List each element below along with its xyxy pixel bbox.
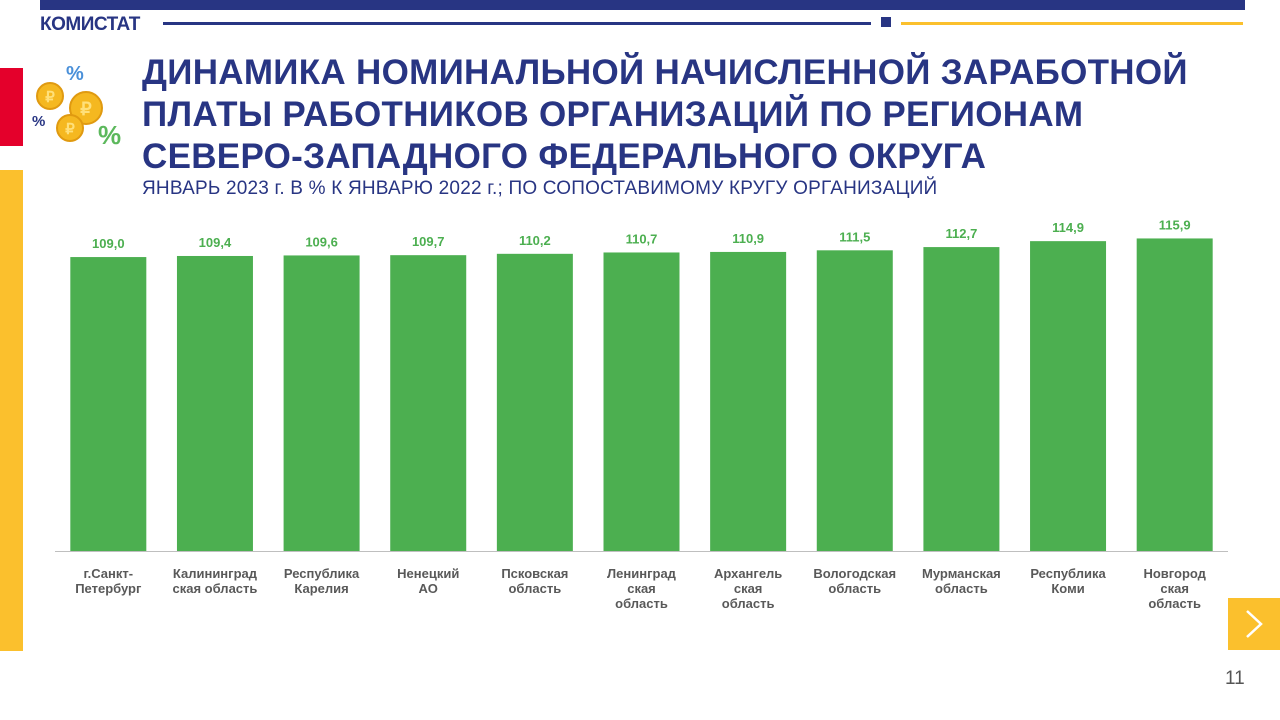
x-tick-label: Псковская bbox=[501, 566, 568, 581]
svg-text:₽: ₽ bbox=[45, 89, 55, 106]
x-tick-label: область bbox=[1148, 596, 1201, 611]
x-tick-label: Республика bbox=[284, 566, 360, 581]
bar-value-label: 110,9 bbox=[732, 231, 764, 246]
x-tick-label: область bbox=[722, 596, 775, 611]
bar-value-label: 111,5 bbox=[839, 229, 870, 244]
bar-value-label: 114,9 bbox=[1052, 220, 1084, 235]
chart-bar bbox=[923, 247, 1000, 551]
chart-bar bbox=[176, 255, 253, 551]
brand-label: КОМИСТАТ bbox=[40, 14, 140, 35]
header-line-yellow bbox=[901, 22, 1243, 25]
chevron-right-icon bbox=[1246, 610, 1263, 638]
page-subtitle: ЯНВАРЬ 2023 г. В % К ЯНВАРЮ 2022 г.; ПО … bbox=[142, 178, 938, 199]
coins-percent-icon: % ₽ ₽ ₽ % % bbox=[28, 58, 128, 150]
svg-text:₽: ₽ bbox=[65, 121, 75, 138]
header-square bbox=[881, 17, 891, 27]
x-tick-label: Калининград bbox=[173, 566, 258, 581]
chart-bar bbox=[496, 253, 573, 552]
top-bar bbox=[40, 0, 1245, 10]
x-tick-label: область bbox=[508, 581, 561, 596]
chart-bar bbox=[816, 250, 893, 552]
x-tick-label: Вологодская bbox=[813, 566, 896, 581]
x-tick-label: Республика bbox=[1030, 566, 1106, 581]
x-tick-label: Архангель bbox=[714, 566, 782, 581]
x-tick-label: АО bbox=[419, 581, 438, 596]
x-tick-label: ская bbox=[627, 581, 656, 596]
x-tick-label: г.Санкт- bbox=[84, 566, 134, 581]
x-tick-label: ская bbox=[1160, 581, 1189, 596]
svg-text:%: % bbox=[98, 120, 121, 150]
chart-bar bbox=[1136, 238, 1213, 551]
side-accent-red bbox=[0, 68, 23, 146]
bar-value-label: 109,6 bbox=[305, 234, 338, 249]
svg-text:%: % bbox=[32, 113, 45, 130]
chart-bar bbox=[603, 252, 680, 551]
x-tick-label: ская bbox=[734, 581, 763, 596]
side-accent-yellow bbox=[0, 170, 23, 651]
x-tick-label: область bbox=[615, 596, 668, 611]
next-slide-button[interactable] bbox=[1228, 598, 1280, 650]
chart-bar bbox=[283, 255, 360, 552]
x-tick-label: ская область bbox=[173, 581, 258, 596]
bar-value-label: 115,9 bbox=[1159, 217, 1191, 232]
x-tick-label: область bbox=[828, 581, 881, 596]
bar-value-label: 109,0 bbox=[92, 236, 125, 251]
bar-value-label: 110,7 bbox=[626, 231, 658, 246]
title-line: ДИНАМИКА НОМИНАЛЬНОЙ НАЧИСЛЕННОЙ ЗАРАБОТ… bbox=[142, 53, 1188, 92]
x-tick-label: Ленинград bbox=[607, 566, 677, 581]
x-tick-label: область bbox=[935, 581, 988, 596]
x-tick-label: Петербург bbox=[75, 581, 142, 596]
svg-text:₽: ₽ bbox=[80, 99, 92, 119]
x-tick-label: Новгород bbox=[1143, 566, 1206, 581]
chart-bar bbox=[1030, 241, 1107, 551]
title-line: СЕВЕРО-ЗАПАДНОГО ФЕДЕРАЛЬНОГО ОКРУГА bbox=[142, 137, 987, 176]
chart-bar bbox=[710, 251, 787, 552]
x-tick-label: Карелия bbox=[294, 581, 348, 596]
header-line-blue bbox=[163, 22, 871, 25]
x-tick-label: Коми bbox=[1051, 581, 1084, 596]
x-tick-label: Ненецкий bbox=[397, 566, 459, 581]
bar-value-label: 109,4 bbox=[199, 235, 232, 250]
bar-value-label: 110,2 bbox=[519, 233, 551, 248]
bar-value-label: 112,7 bbox=[945, 226, 977, 241]
title-line: ПЛАТЫ РАБОТНИКОВ ОРГАНИЗАЦИЙ ПО РЕГИОНАМ bbox=[142, 95, 1084, 134]
svg-text:%: % bbox=[66, 63, 84, 85]
bar-value-label: 109,7 bbox=[412, 234, 445, 249]
page-number: 11 bbox=[1225, 668, 1245, 689]
chart-bar bbox=[390, 255, 467, 551]
chart-bar bbox=[70, 257, 147, 551]
x-tick-label: Мурманская bbox=[922, 566, 1001, 581]
page-title: ДИНАМИКА НОМИНАЛЬНОЙ НАЧИСЛЕННОЙ ЗАРАБОТ… bbox=[142, 52, 1202, 178]
